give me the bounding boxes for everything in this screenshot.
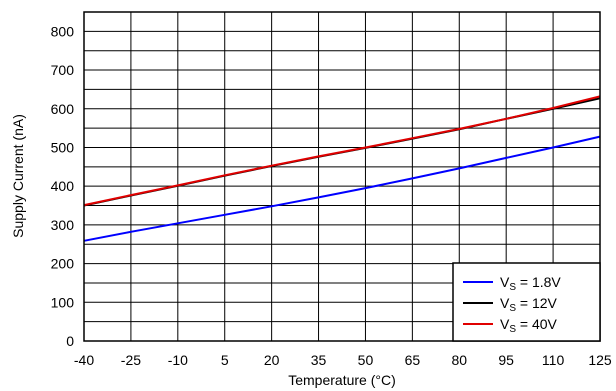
x-tick-label: 5 xyxy=(221,352,229,368)
x-tick-label: 35 xyxy=(311,352,327,368)
x-tick-label: 50 xyxy=(358,352,374,368)
legend-label-1: VS = 1.8V xyxy=(500,274,561,293)
series-line-3 xyxy=(83,95,601,207)
legend-label-2: VS = 12V xyxy=(500,295,558,314)
y-tick-label: 700 xyxy=(51,62,75,78)
x-tick-label: 65 xyxy=(405,352,421,368)
y-tick-label: 0 xyxy=(66,333,74,349)
y-tick-label: 600 xyxy=(51,101,75,117)
x-tick-label: 95 xyxy=(498,352,514,368)
y-tick-label: 500 xyxy=(51,139,75,155)
y-tick-label: 200 xyxy=(51,256,75,272)
y-tick-label: 100 xyxy=(51,294,75,310)
legend-label-3: VS = 40V xyxy=(500,316,558,335)
legend: VS = 1.8V VS = 12V VS = 40V xyxy=(452,262,601,342)
x-tick-label: 20 xyxy=(264,352,280,368)
x-tick-label: -25 xyxy=(121,352,141,368)
y-axis-title: Supply Current (nA) xyxy=(10,114,26,238)
plot-frame xyxy=(83,11,601,342)
x-tick-label: 125 xyxy=(588,352,612,368)
y-tick-label: 800 xyxy=(51,23,75,39)
x-tick-labels: -40 -25 -10 5 20 35 50 65 80 95 110 125 xyxy=(74,352,612,368)
x-tick-label: -10 xyxy=(168,352,188,368)
series-line-1 xyxy=(83,135,601,242)
y-tick-labels: 0 100 200 300 400 500 600 700 800 xyxy=(51,23,75,349)
series-layer xyxy=(83,95,601,242)
x-tick-label: 80 xyxy=(451,352,467,368)
x-tick-label: 110 xyxy=(542,352,565,368)
x-axis-title: Temperature (°C) xyxy=(288,372,396,388)
y-tick-label: 300 xyxy=(51,217,75,233)
y-tick-label: 400 xyxy=(51,178,75,194)
x-tick-label: -40 xyxy=(74,352,94,368)
